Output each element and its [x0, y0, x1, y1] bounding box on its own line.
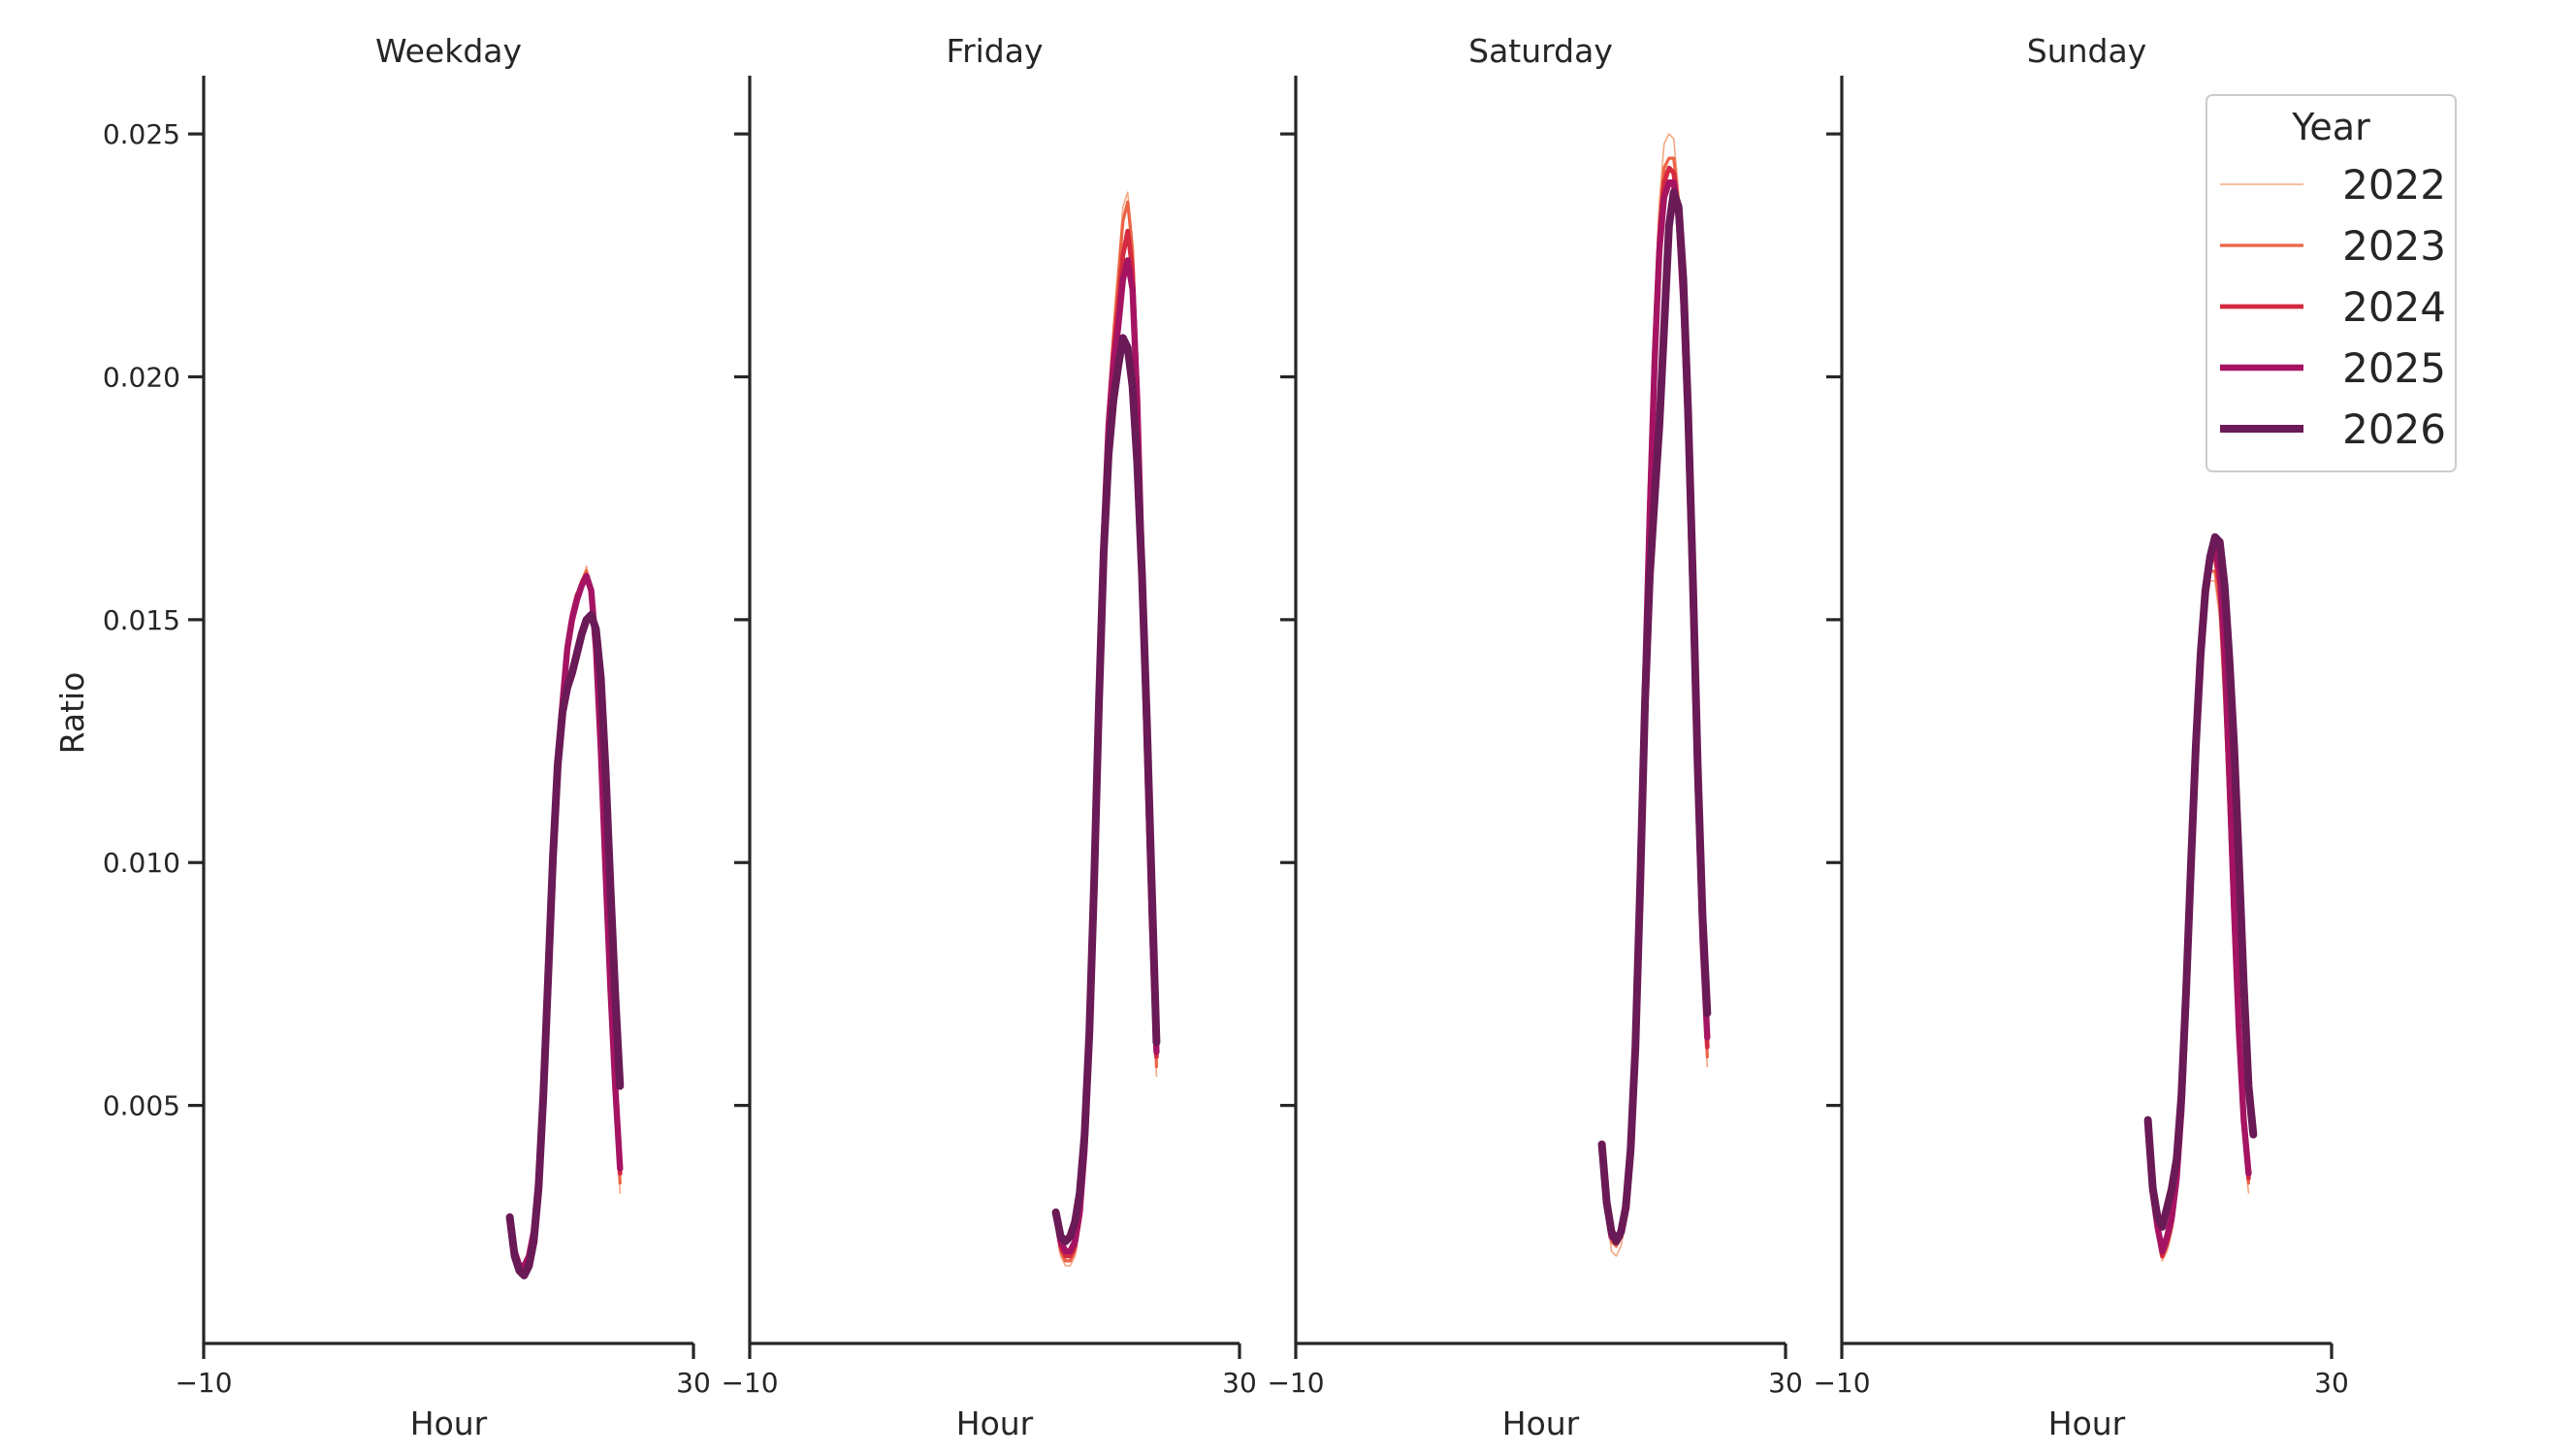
x-tick-label: −10	[1267, 1367, 1324, 1399]
x-tick-label: 30	[2314, 1367, 2349, 1399]
x-axis-label: Hour	[1502, 1405, 1580, 1442]
legend: Year 2022 2023 2024 2025 2026	[2206, 94, 2457, 472]
x-tick-label: −10	[175, 1367, 232, 1399]
y-tick-label: 0.010	[103, 847, 180, 879]
x-tick-label: 30	[1768, 1367, 1803, 1399]
panel-saturday: Saturday −10 30 Hour	[1267, 32, 1802, 1442]
series-line-2024	[1053, 228, 1159, 1259]
x-axis-label: Hour	[410, 1405, 488, 1442]
y-tick-label: 0.025	[103, 118, 180, 150]
panel-title: Sunday	[2027, 32, 2146, 70]
panel-friday: Friday −10 30 Hour	[721, 32, 1256, 1442]
panel-title: Friday	[946, 32, 1043, 70]
series-line-2026	[2143, 533, 2258, 1231]
legend-item-2022: 2022	[2220, 161, 2446, 209]
y-tick-label: 0.015	[103, 604, 180, 636]
legend-label: 2024	[2342, 283, 2446, 331]
series-line-2026	[1597, 188, 1712, 1245]
legend-title: Year	[2291, 106, 2370, 148]
panel-title: Saturday	[1468, 32, 1613, 70]
legend-label: 2022	[2342, 161, 2446, 209]
series-line-2026	[1051, 334, 1161, 1245]
y-tick-label: 0.020	[103, 361, 180, 393]
legend-label: 2025	[2342, 344, 2446, 392]
legend-label: 2023	[2342, 222, 2446, 270]
series-line-2025	[1052, 257, 1160, 1255]
legend-label: 2026	[2342, 405, 2446, 453]
series-line-2023	[1053, 200, 1159, 1263]
legend-item-2024: 2024	[2220, 283, 2446, 331]
x-tick-label: 30	[676, 1367, 711, 1399]
series-line-2026	[505, 610, 625, 1279]
legend-item-2026: 2026	[2220, 405, 2446, 453]
chart-panels: Weekday 0.005 0.010 0.015 0.020 0.025 −10 30 Hou…	[103, 32, 2349, 1442]
x-tick-label: 30	[1222, 1367, 1257, 1399]
x-axis-label: Hour	[956, 1405, 1034, 1442]
y-tick-label: 0.005	[103, 1090, 180, 1122]
panel-title: Weekday	[375, 32, 522, 70]
legend-box	[2206, 94, 2457, 472]
x-tick-label: −10	[721, 1367, 778, 1399]
x-tick-label: −10	[1813, 1367, 1870, 1399]
series-line-2025	[1598, 178, 1711, 1245]
series-line-2022	[1054, 191, 1158, 1267]
legend-item-2023: 2023	[2220, 222, 2446, 270]
x-axis-label: Hour	[2048, 1405, 2126, 1442]
legend-item-2025: 2025	[2220, 344, 2446, 392]
panel-weekday: Weekday 0.005 0.010 0.015 0.020 0.025 −10 30 Hou…	[103, 32, 711, 1442]
panel-sunday: Sunday −10 30 Hour	[1813, 32, 2348, 1442]
y-axis-label: Ratio	[53, 672, 91, 755]
